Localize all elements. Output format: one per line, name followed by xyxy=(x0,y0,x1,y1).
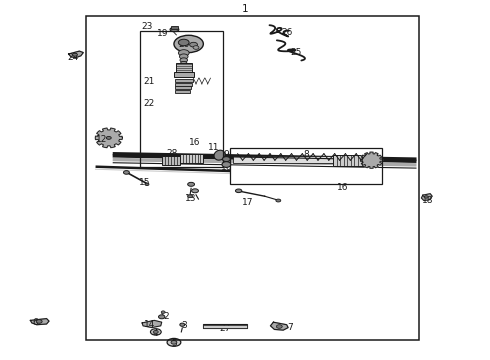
Ellipse shape xyxy=(180,62,187,65)
Bar xyxy=(86,16,419,340)
Text: 14: 14 xyxy=(144,320,155,329)
Text: 22: 22 xyxy=(144,99,155,108)
Text: 3: 3 xyxy=(181,321,187,330)
Polygon shape xyxy=(361,152,382,168)
Polygon shape xyxy=(142,320,162,328)
Ellipse shape xyxy=(179,54,188,59)
Text: 21: 21 xyxy=(144,77,155,86)
Bar xyxy=(203,324,247,328)
Text: 16: 16 xyxy=(189,139,200,148)
Ellipse shape xyxy=(153,330,158,333)
Bar xyxy=(174,72,194,77)
Ellipse shape xyxy=(161,311,165,313)
Ellipse shape xyxy=(192,189,198,193)
Text: 15: 15 xyxy=(139,179,150,188)
Bar xyxy=(175,79,193,82)
Ellipse shape xyxy=(123,171,129,174)
Text: 11: 11 xyxy=(208,143,220,152)
Text: 10: 10 xyxy=(220,163,232,172)
Text: 6: 6 xyxy=(32,319,38,328)
Text: 8: 8 xyxy=(303,150,309,159)
Ellipse shape xyxy=(276,199,281,202)
Text: 13: 13 xyxy=(185,194,197,203)
Text: 23: 23 xyxy=(141,22,153,31)
Ellipse shape xyxy=(222,162,231,167)
Polygon shape xyxy=(421,194,432,201)
Ellipse shape xyxy=(178,39,189,46)
Ellipse shape xyxy=(214,150,225,160)
Polygon shape xyxy=(69,51,83,58)
Text: 1: 1 xyxy=(242,4,248,14)
Bar xyxy=(162,156,180,165)
Ellipse shape xyxy=(73,53,77,56)
Bar xyxy=(230,148,382,184)
Ellipse shape xyxy=(178,50,189,56)
Text: 20: 20 xyxy=(178,40,190,49)
Ellipse shape xyxy=(424,196,428,198)
Text: 24: 24 xyxy=(67,53,78,62)
Text: 28: 28 xyxy=(167,149,178,158)
Ellipse shape xyxy=(36,320,42,323)
Ellipse shape xyxy=(145,183,149,186)
Text: 27: 27 xyxy=(220,324,231,333)
Ellipse shape xyxy=(180,58,188,62)
Text: 18: 18 xyxy=(421,196,433,205)
Text: 16: 16 xyxy=(337,183,349,192)
Text: 5: 5 xyxy=(171,338,177,348)
Ellipse shape xyxy=(193,46,199,49)
Text: 25: 25 xyxy=(291,49,302,58)
Bar xyxy=(175,86,191,89)
Text: 9: 9 xyxy=(223,150,229,159)
Ellipse shape xyxy=(190,42,197,47)
Bar xyxy=(175,90,190,93)
Polygon shape xyxy=(30,319,49,325)
Ellipse shape xyxy=(174,35,203,53)
Polygon shape xyxy=(96,128,122,148)
Bar xyxy=(140,31,223,167)
Text: 26: 26 xyxy=(281,28,293,37)
Polygon shape xyxy=(270,322,288,330)
Text: 7: 7 xyxy=(288,323,294,332)
Bar xyxy=(203,325,247,328)
Bar xyxy=(175,83,192,86)
Text: 12: 12 xyxy=(96,135,107,144)
Ellipse shape xyxy=(171,341,177,344)
Ellipse shape xyxy=(170,27,179,32)
Text: 4: 4 xyxy=(153,328,159,338)
Ellipse shape xyxy=(150,329,161,335)
Ellipse shape xyxy=(159,315,165,319)
Ellipse shape xyxy=(188,195,193,198)
Ellipse shape xyxy=(235,189,242,193)
Ellipse shape xyxy=(180,323,185,326)
Text: 19: 19 xyxy=(157,30,169,39)
Ellipse shape xyxy=(167,338,181,346)
Bar xyxy=(333,155,365,166)
Ellipse shape xyxy=(188,183,195,186)
Bar xyxy=(233,156,377,163)
Ellipse shape xyxy=(222,157,230,162)
Ellipse shape xyxy=(106,136,111,139)
Bar xyxy=(180,154,203,163)
Text: 17: 17 xyxy=(242,198,253,207)
Text: 2: 2 xyxy=(164,312,170,321)
Ellipse shape xyxy=(276,325,282,328)
Bar xyxy=(171,26,178,29)
Bar xyxy=(176,63,192,73)
